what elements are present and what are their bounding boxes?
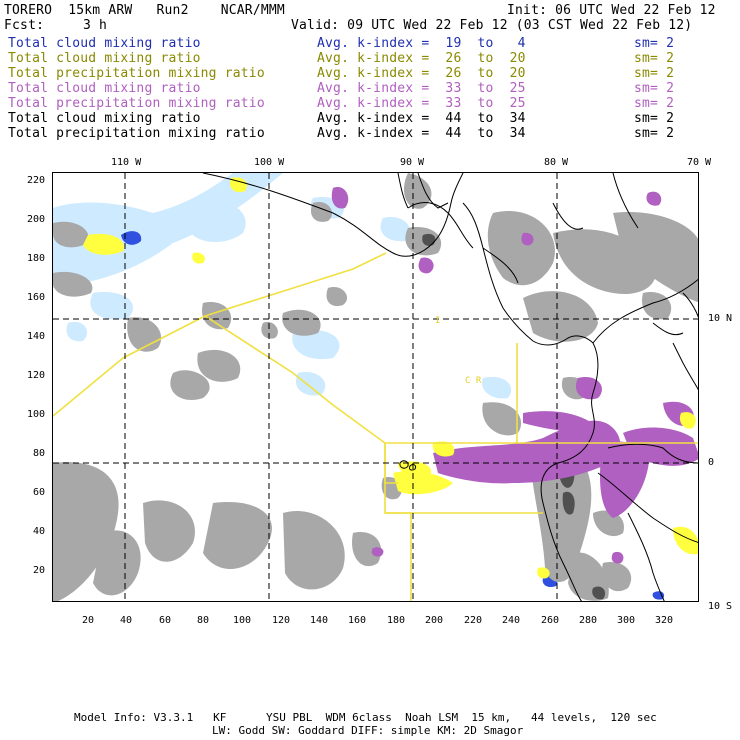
valid-time: Valid: 09 UTC Wed 22 Feb 12 (03 CST Wed … xyxy=(291,18,693,33)
y-tick: 160 xyxy=(27,292,46,303)
legend-field: Total cloud mixing ratio xyxy=(8,81,201,96)
model-info-line1: Model Info: V3.3.1 KF YSU PBL WDM 6class… xyxy=(74,711,657,724)
y-tick: 200 xyxy=(27,214,46,225)
yellow-precip-areas xyxy=(83,177,698,579)
x-tick: 20 xyxy=(82,615,95,626)
x-tick: 40 xyxy=(120,615,133,626)
y-tick: 120 xyxy=(27,370,46,381)
legend-avg: Avg. k-index = 33 to 25 xyxy=(317,96,526,111)
x-tick: 280 xyxy=(579,615,598,626)
legend-field: Total cloud mixing ratio xyxy=(8,36,201,51)
lon-label: 70 W xyxy=(687,157,712,168)
init-time: Init: 06 UTC Wed 22 Feb 12 xyxy=(507,3,716,18)
legend-sm: sm= 2 xyxy=(634,81,675,96)
y-tick: 100 xyxy=(27,409,46,420)
x-tick: 60 xyxy=(159,615,172,626)
x-tick: 160 xyxy=(348,615,367,626)
y-tick: 20 xyxy=(33,565,46,576)
legend-avg: Avg. k-index = 26 to 20 xyxy=(317,66,526,81)
y-tick: 180 xyxy=(27,253,46,264)
map-annotation: I xyxy=(435,316,440,326)
y-tick: 80 xyxy=(33,448,46,459)
lon-label: 100 W xyxy=(254,157,285,168)
legend-avg: Avg. k-index = 26 to 20 xyxy=(317,51,526,66)
legend-avg: Avg. k-index = 44 to 34 xyxy=(317,111,526,126)
flight-track xyxy=(53,252,698,601)
legend-avg: Avg. k-index = 33 to 25 xyxy=(317,81,526,96)
coastlines xyxy=(202,173,698,601)
legend-sm: sm= 2 xyxy=(634,111,675,126)
x-tick: 120 xyxy=(272,615,291,626)
forecast-label: Fcst: xyxy=(4,18,45,33)
lat-label: 10 S xyxy=(708,601,733,612)
x-tick: 180 xyxy=(387,615,406,626)
legend-field: Total precipitation mixing ratio xyxy=(8,126,265,141)
legend-field: Total precipitation mixing ratio xyxy=(8,66,265,81)
y-tick: 140 xyxy=(27,331,46,342)
legend-avg: Avg. k-index = 19 to 4 xyxy=(317,36,526,51)
blue-cloud-core xyxy=(121,231,665,600)
legend-sm: sm= 2 xyxy=(634,66,675,81)
legend-sm: sm= 2 xyxy=(634,51,675,66)
lon-label: 90 W xyxy=(400,157,425,168)
forecast-map: I C R xyxy=(52,172,699,602)
legend-field: Total cloud mixing ratio xyxy=(8,111,201,126)
lon-label: 110 W xyxy=(111,157,142,168)
legend-avg: Avg. k-index = 44 to 34 xyxy=(317,126,526,141)
y-tick: 40 xyxy=(33,526,46,537)
map-annotation: C R xyxy=(465,376,482,386)
light-blue-cloud-areas xyxy=(53,173,512,399)
legend-field: Total cloud mixing ratio xyxy=(8,51,201,66)
legend-field: Total precipitation mixing ratio xyxy=(8,96,265,111)
legend-sm: sm= 2 xyxy=(634,126,675,141)
x-tick: 200 xyxy=(425,615,444,626)
forecast-hours: 3 h xyxy=(83,18,108,33)
lat-label: 0 xyxy=(708,457,715,468)
legend-sm: sm= 2 xyxy=(634,36,675,51)
x-tick: 220 xyxy=(464,615,483,626)
lat-label: 10 N xyxy=(708,313,733,324)
x-tick: 100 xyxy=(233,615,252,626)
x-tick: 260 xyxy=(541,615,560,626)
model-info-line2: LW: Godd SW: Goddard DIFF: simple KM: 2D… xyxy=(212,724,524,737)
y-tick: 60 xyxy=(33,487,46,498)
lon-label: 80 W xyxy=(544,157,569,168)
y-tick: 220 xyxy=(27,175,46,186)
x-tick: 140 xyxy=(310,615,329,626)
x-tick: 240 xyxy=(502,615,521,626)
legend-sm: sm= 2 xyxy=(634,96,675,111)
lat-lon-grid xyxy=(53,173,698,601)
x-tick: 300 xyxy=(617,615,636,626)
x-tick: 320 xyxy=(655,615,674,626)
map-canvas: I C R xyxy=(53,173,698,601)
x-tick: 80 xyxy=(197,615,210,626)
model-title: TORERO 15km ARW Run2 NCAR/MMM xyxy=(4,3,285,18)
